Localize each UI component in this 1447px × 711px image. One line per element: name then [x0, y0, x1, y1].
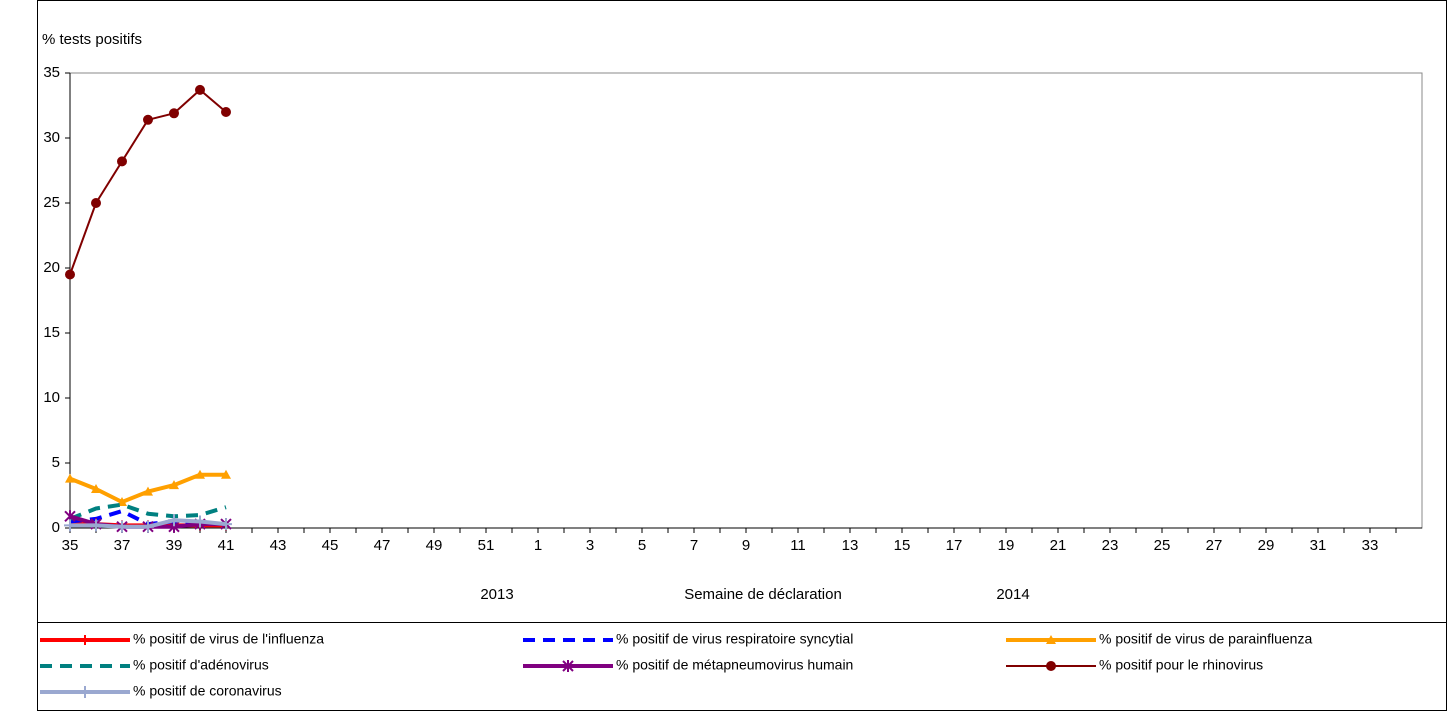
- x-tick-label: 31: [1310, 537, 1327, 554]
- marker: [1046, 661, 1056, 671]
- chart-frame: [37, 0, 1447, 711]
- x-tick-label: 43: [270, 537, 287, 554]
- y-tick-label: 30: [43, 129, 60, 146]
- x-tick-label: 25: [1154, 537, 1171, 554]
- legend-label: % positif de virus de l'influenza: [133, 631, 324, 647]
- marker: [169, 108, 179, 119]
- legend-label: % positif de coronavirus: [133, 683, 282, 699]
- x-tick-label: 29: [1258, 537, 1275, 554]
- x-tick-label: 21: [1050, 537, 1067, 554]
- legend-label: % positif de virus respiratoire syncytia…: [616, 631, 853, 647]
- x-tick-label: 41: [218, 537, 235, 554]
- marker: [562, 660, 574, 672]
- x-tick-label: 45: [322, 537, 339, 554]
- legend: [37, 622, 1447, 711]
- marker: [143, 114, 153, 125]
- marker: [221, 469, 231, 479]
- x-tick-label: 23: [1102, 537, 1119, 554]
- marker: [64, 519, 76, 532]
- marker: [116, 520, 128, 533]
- marker: [117, 156, 127, 167]
- marker: [169, 480, 179, 490]
- legend-label: % positif de métapneumovirus humain: [616, 657, 853, 673]
- x-tick-label: 27: [1206, 537, 1223, 554]
- x-tick-label: 33: [1362, 537, 1379, 554]
- legend-label: % positif pour le rhinovirus: [1099, 657, 1263, 673]
- legend-label: % positif de virus de parainfluenza: [1099, 631, 1312, 647]
- marker: [220, 518, 232, 531]
- marker: [168, 514, 180, 527]
- x-tick-label: 49: [426, 537, 443, 554]
- y-tick-label: 20: [43, 259, 60, 276]
- x-tick-label: 47: [374, 537, 391, 554]
- x-tick-label: 7: [690, 537, 698, 554]
- x-tick-label: 5: [638, 537, 646, 554]
- year-label: 2013: [480, 586, 513, 603]
- x-tick-label: 19: [998, 537, 1015, 554]
- x-tick-label: 9: [742, 537, 750, 554]
- x-tick-label: 51: [478, 537, 495, 554]
- x-tick-label: 15: [894, 537, 911, 554]
- legend-items: % positif de virus de l'influenza % posit…: [40, 631, 1312, 699]
- marker: [194, 515, 206, 528]
- y-tick-label: 25: [43, 194, 60, 211]
- marker: [221, 107, 231, 117]
- x-tick-label: 39: [166, 537, 183, 554]
- marker: [65, 269, 75, 280]
- legend-label: % positif d'adénovirus: [133, 657, 269, 673]
- y-tick-label: 0: [52, 519, 60, 536]
- x-tick-label: 3: [586, 537, 594, 554]
- x-axis-label: Semaine de déclaration: [684, 586, 842, 603]
- y-tick-label: 15: [43, 324, 60, 341]
- marker: [143, 486, 153, 496]
- marker: [195, 469, 205, 479]
- marker: [91, 198, 101, 208]
- marker: [65, 473, 75, 483]
- x-tick-label: 11: [790, 537, 806, 554]
- x-tick-label: 1: [534, 537, 542, 554]
- x-tick-label: 37: [114, 537, 131, 554]
- marker: [79, 686, 91, 698]
- year-label: 2014: [996, 586, 1029, 603]
- x-tick-label: 13: [842, 537, 859, 554]
- y-tick-label: 10: [43, 389, 60, 406]
- marker: [195, 84, 205, 95]
- marker: [91, 484, 101, 493]
- series-line: [69, 502, 227, 521]
- y-tick-label: 5: [52, 454, 60, 471]
- marker: [90, 519, 102, 532]
- x-tick-label: 17: [946, 537, 963, 554]
- y-tick-label: 35: [43, 64, 60, 81]
- x-tick-label: 35: [62, 537, 79, 554]
- marker: [142, 520, 154, 533]
- chart-title: % tests positifs: [42, 31, 142, 48]
- marker: [1046, 635, 1056, 644]
